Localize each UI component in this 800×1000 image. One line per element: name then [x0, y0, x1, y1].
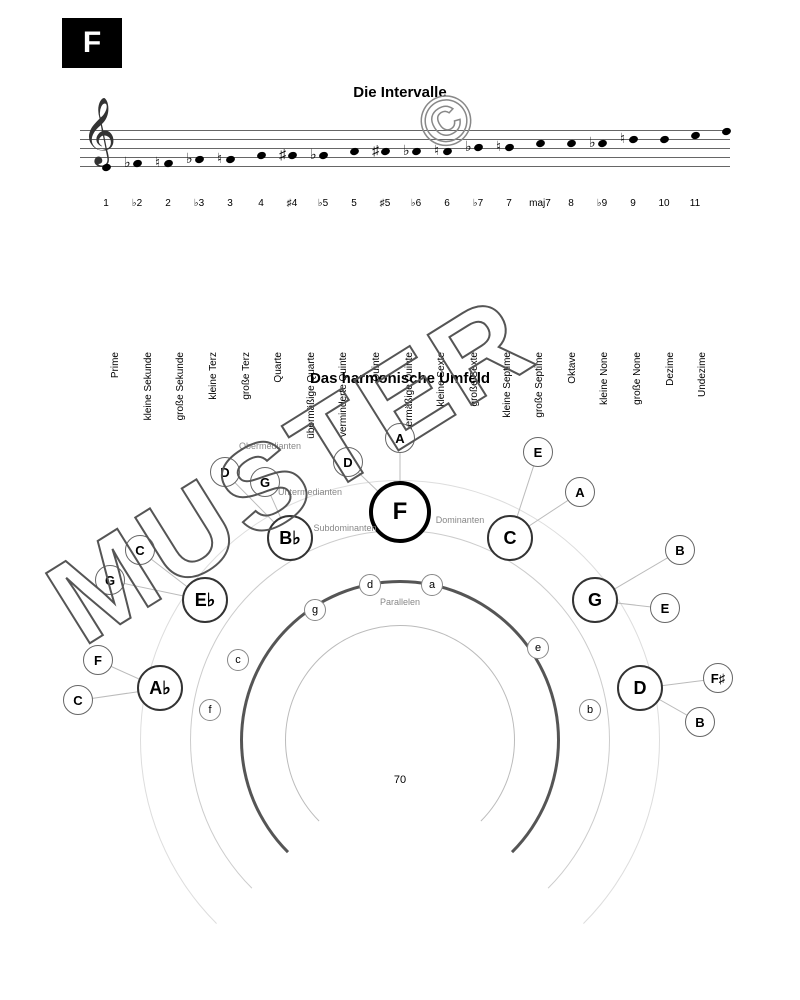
chord-node: E [523, 437, 553, 467]
chord-node: G [572, 577, 618, 623]
note [721, 127, 732, 136]
interval-number: 9 [630, 198, 636, 209]
note [101, 163, 112, 172]
accidental: ♭ [186, 150, 193, 167]
chord-node: C [63, 685, 93, 715]
interval-number: 2 [165, 198, 171, 209]
accidental: ♯ [372, 142, 379, 158]
chord-node: A [385, 423, 415, 453]
interval-number: ♭6 [411, 198, 421, 209]
accidental: ♮ [155, 154, 160, 171]
chord-node: E [650, 593, 680, 623]
interval-number: 10 [658, 198, 669, 209]
note [411, 147, 422, 156]
staff-line [80, 166, 730, 167]
interval-number: 4 [258, 198, 264, 209]
chord-node: A♭ [137, 665, 183, 711]
accidental: ♭ [124, 154, 131, 171]
interval-number: ♯5 [380, 198, 391, 209]
chord-node: D [617, 665, 663, 711]
note [194, 155, 205, 164]
chord-node: G [250, 467, 280, 497]
chord-node: D [333, 447, 363, 477]
chord-node: a [421, 574, 443, 596]
chord-node: g [304, 599, 326, 621]
chord-node: b [579, 699, 601, 721]
chord-node: f [199, 699, 221, 721]
interval-number: 3 [227, 198, 233, 209]
harmonic-title: Das harmonische Umfeld [0, 370, 800, 387]
chord-node: A [565, 477, 595, 507]
interval-number: ♭2 [132, 198, 142, 209]
chord-node: c [227, 649, 249, 671]
note [318, 151, 329, 160]
chord-node: C [487, 515, 533, 561]
chord-node: C [125, 535, 155, 565]
treble-clef-icon: 𝄞 [82, 102, 116, 160]
accidental: ♭ [465, 138, 472, 155]
interval-number: 1 [103, 198, 109, 209]
accidental: ♮ [217, 150, 222, 167]
interval-number: ♭3 [194, 198, 204, 209]
interval-number-row: 1♭22♭334♯4♭55♯5♭66♭77maj78♭991011 [108, 198, 730, 216]
accidental: ♮ [620, 130, 625, 147]
chord-node: B [665, 535, 695, 565]
staff-line [80, 130, 730, 131]
accidental: ♭ [589, 134, 596, 151]
chord-node: e [527, 637, 549, 659]
role-label: Subdominanten [313, 523, 376, 533]
chord-node: F [83, 645, 113, 675]
chord-node: B♭ [267, 515, 313, 561]
chord-node: G [95, 565, 125, 595]
note [225, 155, 236, 164]
interval-number: 11 [690, 198, 700, 209]
interval-number: 7 [506, 198, 512, 209]
note [566, 139, 577, 148]
diagram-arc [285, 625, 515, 855]
role-label: Parallelen [380, 597, 420, 607]
harmonic-diagram: FB♭CE♭GA♭DdagecfbADDGEACGBEFCF♯BObermedi… [0, 420, 800, 780]
interval-number: 6 [444, 198, 450, 209]
chord-node: F♯ [703, 663, 733, 693]
intervals-title: Die Intervalle [0, 84, 800, 101]
chord-node: E♭ [182, 577, 228, 623]
note [380, 147, 391, 156]
note [628, 135, 639, 144]
chord-node: B [685, 707, 715, 737]
interval-number: maj7 [529, 198, 551, 209]
interval-number: ♭5 [318, 198, 328, 209]
note [349, 147, 360, 156]
chord-node: F [369, 481, 431, 543]
note [504, 143, 515, 152]
interval-number: 5 [351, 198, 357, 209]
page-number: 70 [0, 774, 800, 786]
note [256, 151, 267, 160]
interval-number: ♯4 [287, 198, 298, 209]
music-staff: 𝄞 ♭♮♭♮♯♭♯♭♮♭♮♭♮ [80, 120, 730, 180]
role-label: Dominanten [436, 515, 485, 525]
role-label: Obermedianten [239, 441, 301, 451]
interval-number: ♭7 [473, 198, 483, 209]
note [659, 135, 670, 144]
accidental: ♭ [403, 142, 410, 159]
note [597, 139, 608, 148]
note [535, 139, 546, 148]
role-label: Untermedianten [278, 487, 342, 497]
accidental: ♮ [496, 138, 501, 155]
interval-number: 8 [568, 198, 574, 209]
accidental: ♮ [434, 142, 439, 159]
key-badge: F [62, 18, 122, 68]
interval-label-row: Primekleine Sekundegroße Sekundekleine T… [108, 222, 730, 362]
chord-node: D [210, 457, 240, 487]
note [287, 151, 298, 160]
note [473, 143, 484, 152]
chord-node: d [359, 574, 381, 596]
accidental: ♯ [279, 146, 286, 162]
accidental: ♭ [310, 146, 317, 163]
key-letter: F [83, 26, 101, 60]
note [442, 147, 453, 156]
interval-number: ♭9 [597, 198, 607, 209]
